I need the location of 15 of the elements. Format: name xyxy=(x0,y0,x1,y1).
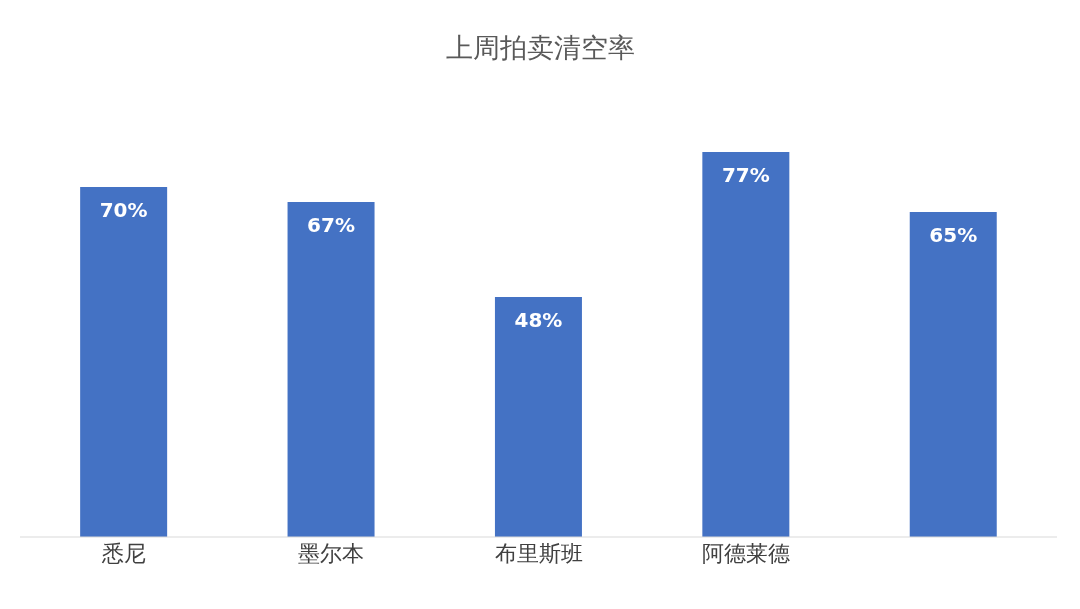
data-label: 77% xyxy=(721,163,770,188)
data-label: 48% xyxy=(514,308,563,333)
bar xyxy=(287,202,375,537)
x-tick-label: 布里斯班 xyxy=(494,540,583,566)
chart-title: 上周拍卖清空率 xyxy=(444,31,636,65)
x-tick-label: 悉尼 xyxy=(100,540,146,566)
bar xyxy=(909,212,997,537)
data-label: 65% xyxy=(929,223,978,248)
bar xyxy=(702,152,790,537)
data-label: 70% xyxy=(99,198,148,223)
bar xyxy=(80,187,168,537)
x-tick-label: 墨尔本 xyxy=(298,540,365,566)
bar xyxy=(494,297,582,537)
x-tick-label: 阿德莱德 xyxy=(701,540,790,566)
data-label: 67% xyxy=(307,213,355,238)
